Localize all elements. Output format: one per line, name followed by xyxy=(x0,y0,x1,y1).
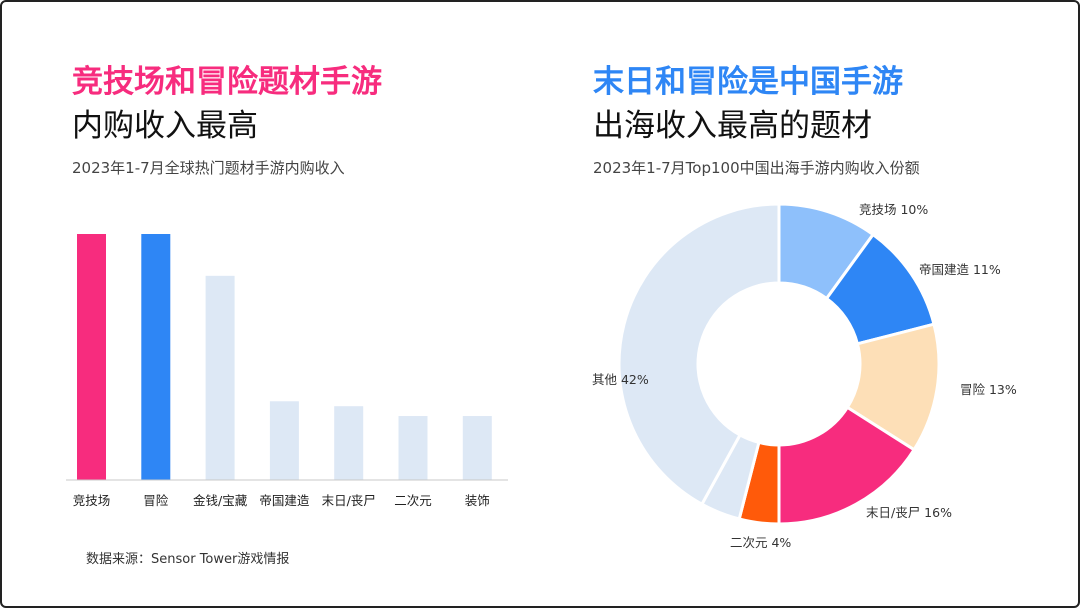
data-source-note: 数据来源：Sensor Tower游戏情报 xyxy=(86,552,290,567)
donut-slice xyxy=(777,405,917,526)
bar xyxy=(141,234,171,480)
bar-category-label: 装饰 xyxy=(465,493,490,508)
bar xyxy=(77,234,106,480)
donut-slice-label: 其他 42% xyxy=(592,372,649,387)
bar xyxy=(398,416,428,480)
bar-category-label: 竞技场 xyxy=(73,493,111,508)
donut-slice-label: 竞技场 10% xyxy=(859,202,928,217)
bar-category-label: 末日/丧尸 xyxy=(322,493,376,508)
right-subtitle: 2023年1-7月Top100中国出海手游内购收入份额 xyxy=(593,159,920,177)
bar-category-label: 二次元 xyxy=(394,493,432,508)
donut-slice-label: 冒险 13% xyxy=(960,382,1017,397)
left-title-highlight: 竞技场和冒险题材手游 xyxy=(72,64,382,100)
donut-slice-label: 末日/丧尸 16% xyxy=(866,505,952,520)
donut-chart: 竞技场 10% 帝国建造 11% 冒险 13% 末日/丧尸 16% 二次元 4% 其他 4… xyxy=(592,202,1017,550)
bar-category-label: 冒险 xyxy=(143,493,169,508)
bar xyxy=(462,416,492,480)
bar-category-label: 帝国建造 xyxy=(259,493,310,508)
bar xyxy=(205,275,235,480)
bar xyxy=(334,406,364,480)
right-title-rest: 出海收入最高的题材 xyxy=(593,108,872,144)
donut-slice-label: 帝国建造 11% xyxy=(919,262,1001,277)
right-title-highlight: 末日和冒险是中国手游 xyxy=(593,64,903,100)
bar-category-label: 金钱/宝藏 xyxy=(193,493,248,508)
donut-slice-label: 二次元 4% xyxy=(730,535,791,550)
left-title-rest: 内购收入最高 xyxy=(72,108,258,144)
bar-chart: 竞技场 冒险 金钱/宝藏 帝国建造 末日/丧尸 二次元 装饰 xyxy=(66,234,508,508)
left-subtitle: 2023年1-7月全球热门题材手游内购收入 xyxy=(72,159,345,177)
donut-slice xyxy=(617,202,781,507)
bar xyxy=(269,401,299,480)
